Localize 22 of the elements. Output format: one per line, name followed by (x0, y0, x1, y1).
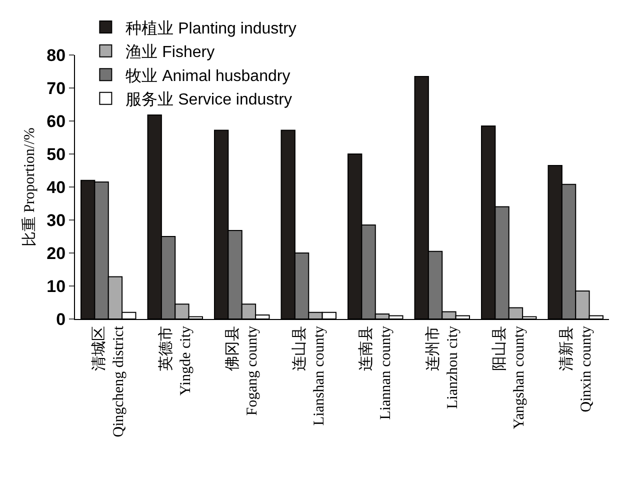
y-tick-label: 40 (46, 178, 66, 197)
y-tick-label: 50 (46, 144, 66, 164)
x-tick-label: 清城区 Qingcheng district (90, 325, 128, 438)
legend-label: 种植业 Planting industry (126, 19, 296, 38)
x-tick-label: 阳山县 Yangshan county (491, 326, 528, 430)
legend-label: 渔业 Fishery (126, 43, 215, 62)
y-tick-label: 30 (46, 210, 66, 230)
x-tick-label: 连州市 Lianzhou city (424, 326, 461, 409)
y-tick-label: 10 (46, 276, 66, 296)
x-tick-label: 连南县 Liannan county (358, 326, 394, 420)
y-tick-label: 20 (46, 244, 66, 263)
x-tick-label: 清新县 Qinxin county (558, 326, 594, 412)
y-tick-label: 70 (46, 78, 66, 98)
y-tick-label: 0 (56, 310, 66, 329)
legend-label: 牧业 Animal husbandry (126, 66, 290, 85)
y-tick-label: 80 (46, 46, 66, 65)
x-tick-label: 英德市 Yingde city (157, 326, 194, 396)
legend-label: 服务业 Service industry (126, 90, 292, 109)
x-tick-label: 连山县 Lianshan county (290, 326, 328, 426)
y-tick-label: 60 (46, 112, 66, 131)
y-axis-title: 比重 Proportion//% (20, 128, 38, 246)
x-tick-label: 佛冈县 Fogang county (225, 326, 261, 416)
